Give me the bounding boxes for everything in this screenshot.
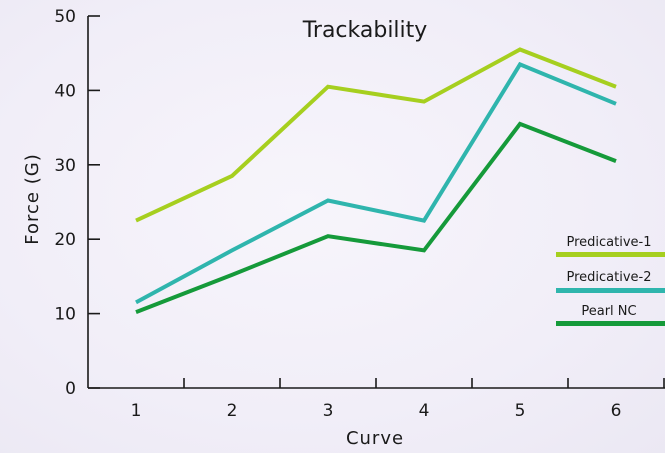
x-axis-title: Curve <box>346 428 404 449</box>
y-tick-label-40: 40 <box>54 81 76 101</box>
legend-swatch-predicative-2 <box>556 288 665 293</box>
y-tick-label-20: 20 <box>54 230 76 250</box>
x-tick-label-6: 6 <box>611 401 622 421</box>
y-tick-label-30: 30 <box>54 156 76 176</box>
legend-label-pearl-nc: Pearl NC <box>581 304 636 319</box>
y-tick-label-10: 10 <box>54 305 76 325</box>
series-line-predicative-2 <box>135 61 617 305</box>
x-tick-label-5: 5 <box>515 401 526 421</box>
legend-label-predicative-2: Predicative-2 <box>566 270 651 285</box>
y-axis-title: Force (G) <box>22 153 43 244</box>
legend-swatch-predicative-1 <box>556 252 665 257</box>
axes: 0 10 20 30 40 50 1 2 3 4 5 6 <box>54 7 665 421</box>
series-lines <box>135 47 617 314</box>
y-tick-label-0: 0 <box>65 379 76 399</box>
x-tick-label-2: 2 <box>227 401 238 421</box>
legend: Predicative-1 Predicative-2 Pearl NC <box>556 235 665 326</box>
series-line-pearl-nc <box>135 121 617 314</box>
chart-title: Trackability <box>302 18 428 43</box>
x-tick-label-1: 1 <box>131 401 142 421</box>
series-line-predicative-1 <box>135 47 617 223</box>
x-tick-label-3: 3 <box>323 401 334 421</box>
legend-swatch-pearl-nc <box>556 321 665 326</box>
x-tick-label-4: 4 <box>419 401 430 421</box>
legend-label-predicative-1: Predicative-1 <box>566 235 651 250</box>
y-tick-label-50: 50 <box>54 7 76 27</box>
